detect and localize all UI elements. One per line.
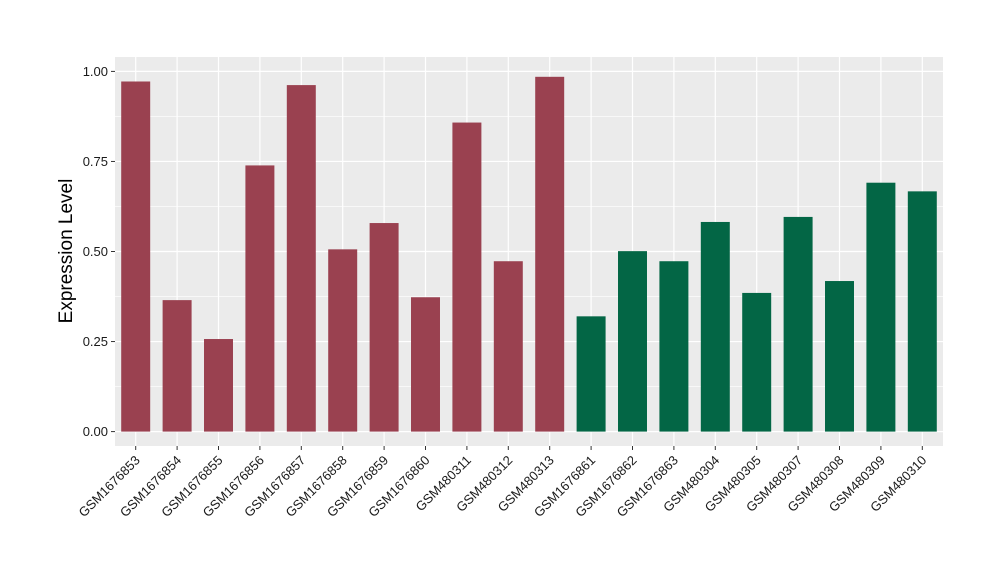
bar-gsm480308 <box>825 281 854 432</box>
bar-gsm480311 <box>452 122 482 432</box>
bar-gsm480307 <box>783 216 813 432</box>
bar-gsm480309 <box>866 182 896 432</box>
bar-gsm1676856 <box>245 165 275 432</box>
bar-gsm1676859 <box>369 223 399 432</box>
bar-gsm1676863 <box>659 261 689 432</box>
bar-gsm480304 <box>700 221 730 432</box>
bar-gsm1676857 <box>286 85 316 432</box>
y-axis-label: Expression Level <box>56 179 77 324</box>
bar-gsm1676861 <box>576 316 606 432</box>
bar-gsm1676854 <box>162 300 192 432</box>
y-tick-label: 0.00 <box>83 424 108 439</box>
y-tick-label: 0.50 <box>83 244 108 259</box>
bar-gsm1676855 <box>204 339 233 432</box>
bar-gsm480312 <box>493 261 523 432</box>
bar-gsm480313 <box>535 76 565 432</box>
y-axis: 0.00 0.25 0.50 0.75 1.00 <box>83 64 115 439</box>
bar-gsm1676860 <box>411 297 440 432</box>
x-axis: GSM1676853GSM1676854GSM1676855GSM1676856… <box>75 446 929 520</box>
y-tick-label: 0.25 <box>83 334 108 349</box>
bar-gsm480305 <box>742 292 772 432</box>
bar-gsm1676862 <box>618 251 647 432</box>
y-tick-label: 0.75 <box>83 154 108 169</box>
y-tick-label: 1.00 <box>83 64 108 79</box>
bars <box>121 76 937 432</box>
bar-gsm1676853 <box>121 81 151 432</box>
bar-gsm480310 <box>907 191 937 432</box>
bar-gsm1676858 <box>328 249 358 432</box>
